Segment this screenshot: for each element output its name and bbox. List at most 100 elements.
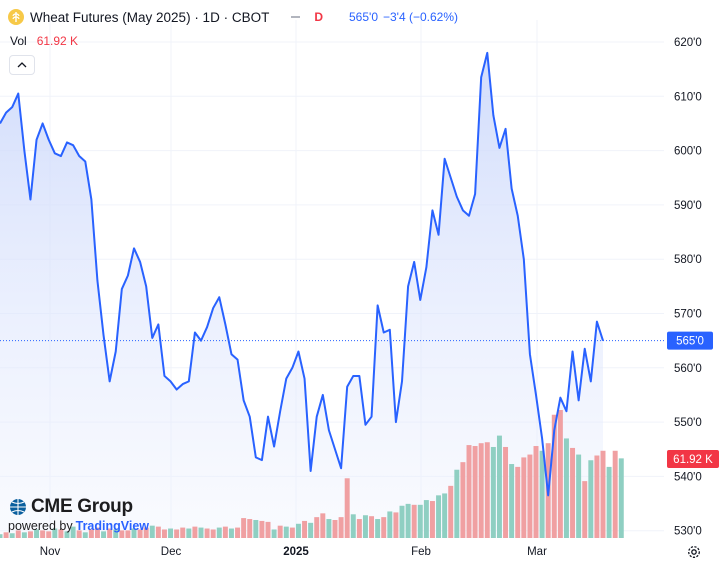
volume-bar — [429, 501, 435, 538]
volume-bar — [496, 435, 502, 538]
volume-bar — [168, 528, 174, 538]
volume-bar — [143, 527, 149, 538]
price-area — [0, 52, 603, 539]
volume-bar — [210, 529, 216, 538]
y-tick-label: 610'0 — [674, 91, 702, 103]
volume-bar — [612, 450, 618, 538]
volume-bar — [423, 500, 429, 538]
volume-bar — [40, 530, 46, 538]
volume-bar — [192, 526, 198, 538]
price-line[interactable] — [0, 51, 604, 497]
volume-bar — [503, 446, 509, 538]
volume-bar — [606, 466, 612, 538]
y-tick-label: 580'0 — [674, 254, 702, 266]
price-axis[interactable]: 530'0 540'0 550'0 560'0 570'0 580'0 590'0 600'0… — [674, 37, 702, 538]
volume-bar — [64, 531, 70, 538]
volume-bar — [356, 519, 362, 538]
y-tick-label: 620'0 — [674, 37, 702, 49]
volume-bar — [137, 529, 143, 538]
volume-bar — [155, 526, 161, 538]
volume-legend: Vol 61.92 K — [10, 34, 78, 48]
volume-bar — [277, 525, 283, 538]
volume-bar — [350, 514, 356, 538]
volume-bar — [332, 519, 338, 538]
volume-bar — [52, 528, 58, 538]
volume-bar — [302, 520, 308, 538]
volume-bar — [186, 528, 192, 538]
volume-bar — [82, 532, 88, 538]
volume-bar — [101, 531, 107, 538]
volume-bar — [241, 518, 247, 538]
volume-bar — [27, 531, 33, 538]
volume-bar — [448, 485, 454, 538]
volume-bar — [563, 438, 569, 538]
current-volume-tag: 61.92 K — [673, 454, 713, 466]
volume-label[interactable]: Vol — [10, 34, 27, 48]
last-price-value: 565'0 — [349, 10, 378, 24]
x-tick-label: Nov — [40, 546, 61, 558]
volume-bar — [15, 530, 21, 538]
volume-bar — [253, 519, 259, 538]
volume-bar — [283, 526, 289, 538]
volume-bar — [113, 529, 119, 538]
collapse-legend-button[interactable] — [9, 55, 35, 75]
volume-value: 61.92 K — [36, 34, 79, 48]
volume-bar — [521, 457, 527, 538]
volume-bar — [527, 454, 533, 538]
time-axis[interactable]: Nov Dec 2025 Feb Mar — [40, 546, 547, 558]
volume-bar — [46, 531, 52, 538]
volume-bar — [320, 513, 326, 538]
volume-bar — [308, 522, 314, 538]
volume-bar — [618, 458, 624, 538]
y-tick-label: 560'0 — [674, 363, 702, 375]
volume-bar — [551, 414, 557, 538]
volume-bar — [539, 450, 545, 538]
volume-bar — [204, 528, 210, 538]
wheat-icon — [8, 9, 24, 25]
volume-bar — [411, 504, 417, 538]
volume-bar — [466, 445, 472, 538]
price-tag-bg — [667, 331, 713, 350]
volume-bar — [509, 464, 515, 538]
volume-bar — [265, 521, 271, 538]
volume-bar — [70, 526, 76, 538]
volume-bar — [0, 534, 3, 538]
volume-bar — [34, 529, 40, 538]
volume-bar — [362, 515, 368, 538]
gear-icon — [688, 546, 700, 558]
volume-bar — [9, 533, 15, 538]
price-change-value: −3'4 (−0.62%) — [383, 10, 459, 24]
volume-bar — [570, 447, 576, 538]
volume-bar — [344, 478, 350, 538]
delayed-data-badge[interactable]: D — [314, 10, 323, 24]
symbol-title[interactable]: Wheat Futures (May 2025) · 1D · CBOT — [30, 9, 270, 25]
price-area-fill — [0, 52, 603, 539]
volume-bar — [131, 528, 137, 538]
axis-tags: 565'0 61.92 K — [667, 331, 719, 468]
chart-legend-header: Wheat Futures (May 2025) · 1D · CBOT D 5… — [8, 7, 458, 27]
chart-settings-button[interactable] — [686, 544, 702, 560]
volume-bar — [436, 495, 442, 538]
volume-bar — [582, 481, 588, 538]
volume-bar — [387, 511, 393, 538]
volume-bar — [381, 517, 387, 538]
price-line-layer — [0, 51, 664, 497]
volume-bar — [369, 516, 375, 538]
volume-bar — [174, 529, 180, 538]
volume-bar — [478, 443, 484, 538]
volume-bar — [94, 527, 100, 538]
volume-bar — [149, 525, 155, 538]
volume-bar — [161, 529, 167, 538]
volume-bar — [119, 530, 125, 538]
current-price-tag: 565'0 — [676, 336, 704, 348]
volume-bar — [222, 526, 228, 538]
volume-bar — [417, 504, 423, 538]
y-tick-label: 600'0 — [674, 146, 702, 158]
volume-bar — [295, 523, 301, 538]
volume-bar — [76, 530, 82, 538]
volume-bar — [198, 527, 204, 538]
volume-bar — [247, 519, 253, 538]
volume-bar — [484, 442, 490, 538]
volume-bar — [216, 527, 222, 538]
